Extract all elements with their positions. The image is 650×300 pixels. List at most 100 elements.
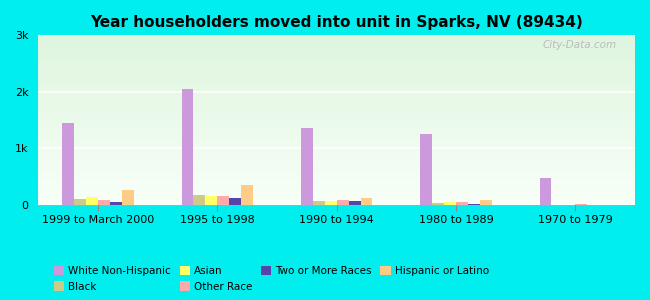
Bar [38,49,635,50]
Bar [38,197,635,198]
Bar [38,153,635,154]
Bar [38,196,635,197]
Bar [38,184,635,185]
Bar [38,195,635,196]
Bar [38,148,635,149]
Bar [38,130,635,131]
Bar [38,97,635,98]
Bar [38,202,635,203]
Bar [38,111,635,112]
Bar [38,89,635,90]
Bar [38,128,635,129]
Title: Year householders moved into unit in Sparks, NV (89434): Year householders moved into unit in Spa… [90,15,583,30]
Bar [38,75,635,76]
Bar [38,69,635,70]
Bar [38,144,635,145]
Bar [38,185,635,186]
Bar [38,118,635,119]
Bar [38,61,635,62]
Bar [38,175,635,176]
Bar [420,134,432,205]
Bar [38,92,635,93]
Bar [38,171,635,172]
Bar [38,85,635,86]
Bar [38,44,635,45]
Bar [38,125,635,126]
Bar [38,136,635,137]
Bar [38,158,635,159]
Bar [38,164,635,165]
Bar [38,37,635,38]
Bar [38,82,635,83]
Bar [38,102,635,103]
Bar [38,103,635,104]
Bar [38,45,635,46]
Bar [337,200,348,205]
Bar [38,67,635,68]
Bar [62,123,74,205]
Bar [38,200,635,201]
Bar [38,48,635,49]
Bar [38,165,635,166]
Bar [38,100,635,101]
Bar [38,177,635,178]
Bar [38,179,635,180]
Bar [38,201,635,202]
Bar [38,105,635,106]
Bar [38,191,635,192]
Bar [38,66,635,67]
Bar [38,133,635,134]
Bar [456,202,468,205]
Bar [38,76,635,77]
Bar [38,132,635,133]
Bar [38,146,635,147]
Bar [38,99,635,100]
Bar [38,174,635,175]
Bar [38,59,635,60]
Bar [38,123,635,124]
Bar [38,147,635,148]
Bar [38,122,635,123]
Bar [38,182,635,183]
Bar [38,154,635,155]
Bar [38,52,635,53]
Bar [38,50,635,51]
Bar [38,46,635,47]
Bar [575,204,587,205]
Bar [38,116,635,117]
Bar [361,198,372,205]
Bar [38,121,635,122]
Bar [38,81,635,82]
Bar [38,115,635,116]
Bar [38,183,635,184]
Bar [38,98,635,99]
Bar [38,192,635,193]
Bar [38,199,635,200]
Bar [38,161,635,162]
Bar [38,169,635,170]
Bar [38,204,635,205]
Bar [38,108,635,109]
Bar [38,53,635,54]
Bar [38,36,635,37]
Bar [38,64,635,65]
Bar [38,159,635,160]
Bar [74,199,86,205]
Bar [38,137,635,138]
Bar [38,47,635,48]
Bar [38,35,635,36]
Bar [181,89,194,205]
Bar [301,128,313,205]
Bar [38,91,635,92]
Bar [38,186,635,187]
Bar [38,77,635,78]
Bar [38,101,635,102]
Bar [38,94,635,95]
Bar [38,63,635,64]
Bar [38,114,635,115]
Bar [444,202,456,205]
Bar [122,190,134,205]
Bar [205,196,217,205]
Bar [38,194,635,195]
Bar [38,167,635,168]
